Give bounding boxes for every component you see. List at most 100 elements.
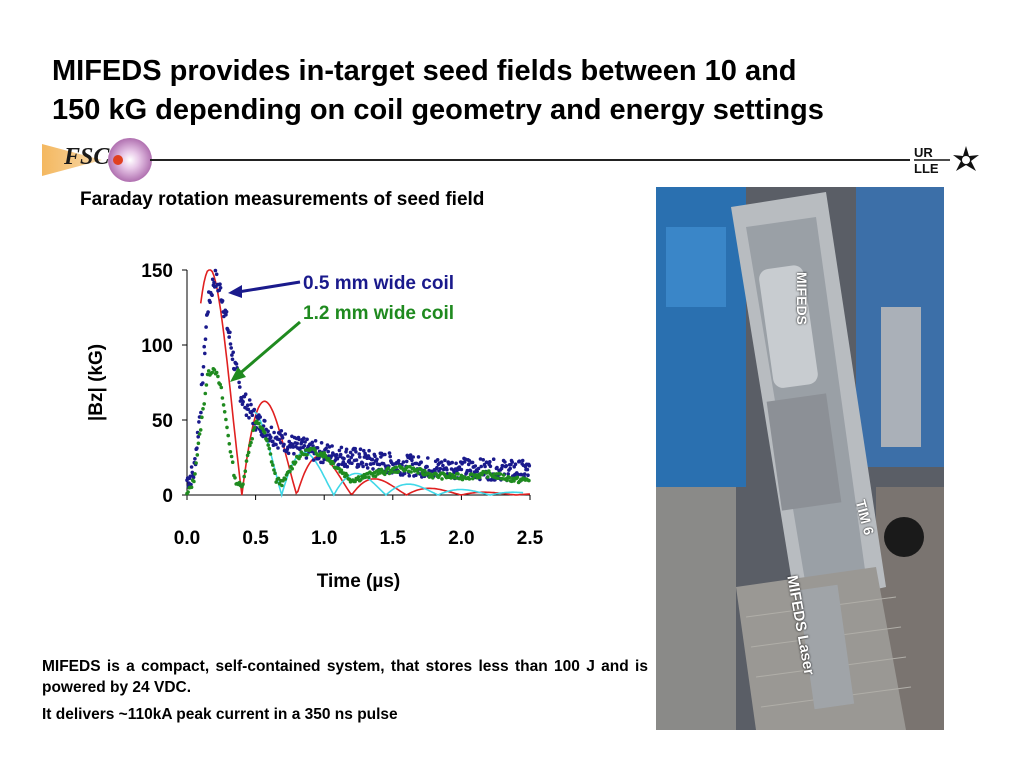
data-point-1.2mm [411, 466, 416, 470]
data-point-0.5mm [488, 464, 493, 469]
arrow-1.2mm [237, 320, 301, 377]
data-point-1.2mm [245, 453, 250, 458]
data-point-0.5mm [371, 461, 376, 466]
data-point-1.2mm [396, 469, 401, 474]
data-point-1.2mm [248, 443, 252, 448]
data-point-1.2mm [225, 425, 229, 430]
data-point-0.5mm [339, 445, 344, 450]
data-point-0.5mm [334, 453, 339, 457]
data-point-0.5mm [336, 462, 341, 467]
data-point-0.5mm [475, 469, 480, 474]
data-point-0.5mm [247, 416, 251, 420]
data-point-0.5mm [190, 470, 195, 475]
data-point-0.5mm [250, 413, 255, 417]
data-point-1.2mm [293, 460, 298, 464]
field-chart: 0 50 100 150 0.0 0.5 1.0 1.5 2.0 2.5 Time (µs) |Bz|… [86, 261, 544, 592]
data-point-0.5mm [388, 454, 393, 459]
data-point-0.5mm [462, 460, 467, 464]
data-point-0.5mm [237, 380, 241, 385]
data-point-0.5mm [210, 293, 214, 297]
data-point-1.2mm [244, 459, 249, 463]
data-point-0.5mm [358, 455, 362, 459]
chart-subtitle: Faraday rotation measurements of seed fi… [80, 189, 485, 210]
data-point-0.5mm [247, 398, 252, 402]
data-point-1.2mm [249, 440, 253, 445]
fsc-logo [42, 138, 152, 182]
y-tick-label: 150 [141, 261, 173, 282]
data-point-0.5mm [203, 337, 208, 341]
data-point-1.2mm [485, 475, 490, 479]
data-point-0.5mm [375, 457, 379, 462]
data-point-1.2mm [200, 415, 204, 420]
data-point-0.5mm [274, 442, 278, 447]
data-point-0.5mm [354, 458, 359, 462]
data-point-1.2mm [197, 432, 202, 436]
data-point-1.2mm [394, 465, 399, 470]
data-point-1.2mm [280, 483, 284, 488]
data-point-1.2mm [203, 391, 208, 396]
title-divider [150, 159, 910, 161]
data-point-0.5mm [519, 472, 524, 477]
data-point-0.5mm [348, 450, 353, 455]
data-point-0.5mm [214, 272, 219, 277]
data-point-0.5mm [228, 330, 232, 335]
data-point-0.5mm [491, 457, 496, 461]
data-point-1.2mm [373, 474, 378, 478]
data-point-1.2mm [467, 477, 472, 481]
data-point-0.5mm [481, 458, 486, 462]
data-point-1.2mm [298, 454, 302, 459]
data-point-0.5mm [344, 447, 349, 452]
data-point-0.5mm [468, 469, 473, 473]
data-point-0.5mm [510, 460, 514, 464]
title-line-2: 150 kG depending on coil geometry and en… [52, 94, 824, 126]
data-point-0.5mm [425, 464, 429, 469]
y-tick-label: 100 [141, 336, 173, 357]
data-point-0.5mm [330, 444, 334, 448]
data-point-1.2mm [250, 437, 254, 441]
lle-text: LLE [914, 161, 939, 176]
data-point-1.2mm [243, 469, 248, 473]
data-point-0.5mm [228, 342, 233, 346]
data-point-0.5mm [282, 442, 286, 447]
data-point-0.5mm [416, 455, 421, 459]
data-point-1.2mm [367, 475, 371, 479]
data-point-1.2mm [440, 477, 444, 481]
data-point-0.5mm [345, 464, 350, 469]
data-point-1.2mm [227, 442, 232, 446]
model-curve-cyan [248, 409, 524, 498]
title-line-1: MIFEDS provides in-target seed fields be… [52, 55, 797, 87]
data-point-0.5mm [335, 456, 340, 461]
data-point-1.2mm [313, 448, 317, 453]
data-point-0.5mm [459, 467, 464, 472]
data-point-1.2mm [345, 473, 349, 478]
data-point-0.5mm [319, 441, 324, 445]
data-point-1.2mm [237, 480, 242, 485]
data-point-1.2mm [246, 450, 251, 455]
data-point-0.5mm [238, 385, 242, 389]
data-point-0.5mm [504, 464, 509, 468]
data-point-0.5mm [369, 462, 373, 466]
data-point-0.5mm [269, 435, 273, 439]
data-point-0.5mm [329, 454, 334, 458]
data-point-0.5mm [197, 420, 201, 424]
data-point-0.5mm [324, 446, 329, 451]
data-point-0.5mm [220, 299, 225, 303]
data-point-0.5mm [244, 413, 249, 417]
data-point-1.2mm [226, 433, 230, 438]
data-point-0.5mm [525, 467, 530, 472]
data-point-1.2mm [496, 476, 500, 480]
data-point-1.2mm [460, 477, 465, 482]
description-paragraph: MIFEDS is a compact, self-contained syst… [42, 658, 648, 696]
data-point-1.2mm [276, 476, 281, 481]
data-point-1.2mm [431, 476, 435, 480]
data-point-0.5mm [476, 466, 481, 471]
mifeds-photo [656, 187, 944, 730]
data-point-0.5mm [479, 464, 484, 469]
data-point-0.5mm [435, 465, 439, 470]
data-point-1.2mm [222, 410, 227, 414]
data-point-0.5mm [411, 455, 416, 459]
data-point-0.5mm [229, 346, 233, 350]
data-point-1.2mm [193, 472, 197, 476]
data-point-0.5mm [410, 458, 414, 463]
data-point-1.2mm [339, 468, 344, 472]
